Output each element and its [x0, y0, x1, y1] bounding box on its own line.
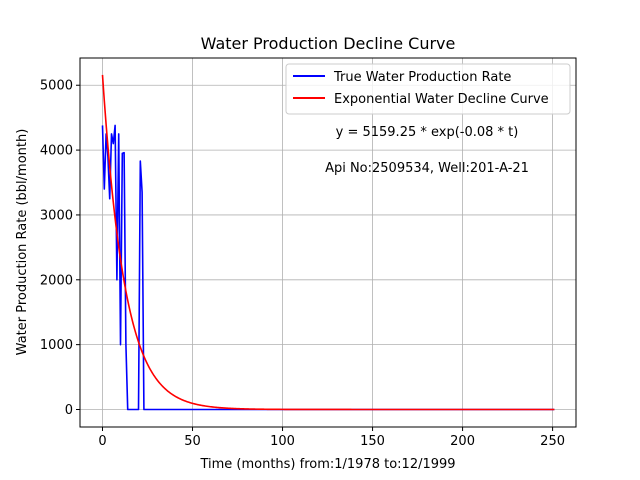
y-tick-label: 3000: [40, 208, 73, 223]
y-tick-label: 4000: [40, 144, 73, 159]
x-tick-label: 0: [98, 434, 106, 449]
x-tick-label: 50: [184, 434, 201, 449]
well-annotation: Api No:2509534, Well:201-A-21: [325, 161, 529, 176]
y-tick-label: 2000: [40, 273, 73, 288]
legend-label-true-rate: True Water Production Rate: [333, 70, 511, 85]
x-axis-ticks: 0 50 100 150 200 250: [98, 427, 565, 449]
y-tick-label: 1000: [40, 338, 73, 353]
x-tick-label: 200: [450, 434, 475, 449]
equation-annotation: y = 5159.25 * exp(-0.08 * t): [336, 125, 519, 140]
x-tick-label: 150: [360, 434, 385, 449]
y-tick-label: 0: [65, 403, 73, 418]
y-axis-ticks: 0 1000 2000 3000 4000 5000: [40, 79, 80, 418]
chart-title: Water Production Decline Curve: [201, 34, 456, 53]
x-tick-label: 250: [540, 434, 565, 449]
y-tick-label: 5000: [40, 79, 73, 94]
plot-frame: [79, 57, 577, 428]
legend: True Water Production Rate Exponential W…: [285, 63, 571, 115]
grid-lines: [80, 58, 576, 427]
x-axis-label: Time (months) from:1/1978 to:12/1999: [199, 457, 455, 472]
legend-box: [285, 63, 571, 115]
x-tick-label: 100: [270, 434, 295, 449]
series-exponential-water-decline-curve: [101, 74, 555, 411]
y-axis-label: Water Production Rate (bbl/month): [15, 129, 30, 356]
series-true-water-production-rate: [101, 124, 555, 411]
legend-label-decline-curve: Exponential Water Decline Curve: [334, 92, 549, 107]
plot-series: [101, 74, 555, 411]
